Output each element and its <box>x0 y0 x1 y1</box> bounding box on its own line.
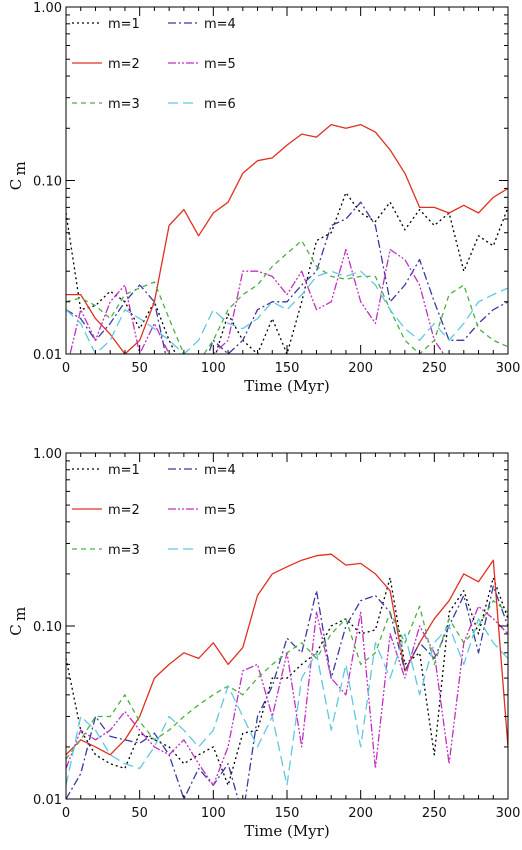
series-line-m-6 <box>66 618 508 786</box>
series-line-m-4 <box>66 585 508 799</box>
x-tick-label: 0 <box>62 361 70 376</box>
series-line-m-4 <box>66 201 508 354</box>
x-tick-label: 50 <box>131 806 148 821</box>
x-tick-label: 300 <box>496 361 521 376</box>
y-axis-label-subscript: m <box>11 161 29 175</box>
legend-label: m=3 <box>108 97 140 112</box>
x-tick-label: 100 <box>201 806 226 821</box>
x-tick-label: 150 <box>275 361 300 376</box>
legend-label: m=1 <box>108 17 140 32</box>
x-tick-label: 250 <box>422 806 447 821</box>
legend-label: m=1 <box>108 463 140 478</box>
legend-label: m=3 <box>108 543 140 558</box>
x-tick-label: 0 <box>62 806 70 821</box>
x-tick-label: 150 <box>275 806 300 821</box>
x-axis-label: Time (Myr) <box>244 377 329 395</box>
y-axis-label-main: C <box>7 624 25 635</box>
x-tick-label: 300 <box>496 806 521 821</box>
series-layer <box>66 553 508 799</box>
legend-label: m=6 <box>204 97 236 112</box>
x-tick-label: 50 <box>131 361 148 376</box>
series-line-m-3 <box>66 240 508 354</box>
y-tick-label: 1.00 <box>33 447 62 462</box>
series-layer <box>66 123 508 354</box>
legend-label: m=5 <box>204 503 236 518</box>
y-axis-label: Cm <box>7 161 29 190</box>
legend-label: m=2 <box>108 503 140 518</box>
legend: m=1 m=4 m=2 m=5 m=3 m=6 <box>72 17 236 112</box>
series-line-m-1 <box>66 192 508 354</box>
legend-label: m=6 <box>204 543 236 558</box>
y-tick-label: 0.01 <box>33 793 62 808</box>
legend: m=1 m=4 m=2 m=5 m=3 m=6 <box>72 463 236 558</box>
y-tick-label: 0.01 <box>33 348 62 363</box>
y-axis-label-main: C <box>7 179 25 190</box>
legend-label: m=2 <box>108 57 140 72</box>
x-tick-label: 200 <box>348 806 373 821</box>
legend-label: m=5 <box>204 57 236 72</box>
series-line-m-5 <box>66 605 508 786</box>
series-line-m-1 <box>66 577 508 786</box>
x-tick-label: 250 <box>422 361 447 376</box>
y-tick-label: 1.00 <box>33 1 62 16</box>
chart-panel-top: 0 50 100 150 200 250 300 0.01 0.10 1.00 Time (Myr)… <box>7 1 520 395</box>
y-tick-label: 0.10 <box>33 620 62 635</box>
x-tick-label: 200 <box>348 361 373 376</box>
legend-label: m=4 <box>204 17 236 32</box>
series-line-m-6 <box>66 270 508 354</box>
chart-panel-bottom: 0 50 100 150 200 250 300 0.01 0.10 1.00 Time (Myr)… <box>7 447 520 840</box>
series-line-m-2 <box>66 553 508 756</box>
x-tick-label: 100 <box>201 361 226 376</box>
legend-label: m=4 <box>204 463 236 478</box>
series-line-m-3 <box>66 600 508 760</box>
y-axis-label-subscript: m <box>11 607 29 621</box>
y-tick-label: 0.10 <box>33 175 62 190</box>
x-axis-label: Time (Myr) <box>244 822 329 840</box>
series-line-m-2 <box>66 123 508 354</box>
y-axis-label: Cm <box>7 607 29 636</box>
